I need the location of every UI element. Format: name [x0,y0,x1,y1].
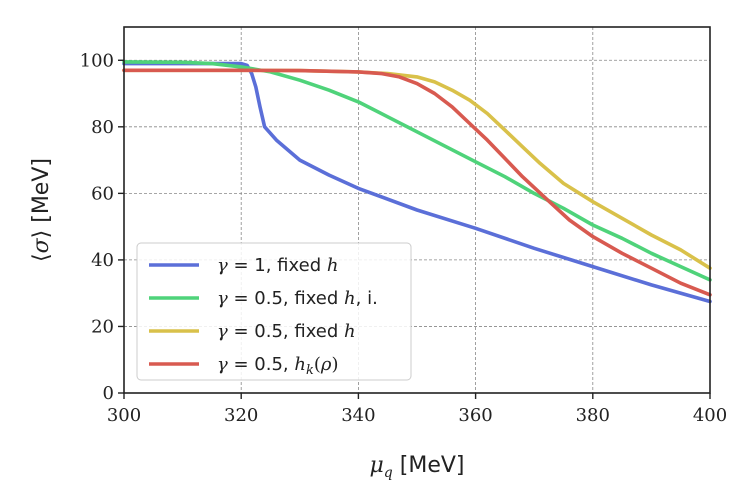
legend-label-part: γ [217,354,228,375]
legend-item-3: γ = 0.5, fixed h [149,321,356,342]
legend-label-part: h [327,255,339,276]
series-line-4 [122,68,712,297]
legend-item-4: γ = 0.5, hk(ρ) [149,354,339,378]
legend-label-part: = 0.5, [228,354,295,375]
legend-box [136,242,412,381]
legend-label-part: ρ [320,354,332,375]
y-axis-title-unit: [MeV] [29,158,54,230]
legend-label-part: h [294,354,306,375]
legend-label-part: ) [331,354,338,375]
y-tick-label-80: 80 [91,117,114,138]
y-tick-label-100: 100 [80,50,114,71]
legend-label-part: γ [217,288,228,309]
plot-frame [123,26,711,394]
legend-label: γ = 0.5, hk(ρ) [217,354,339,378]
legend-label-part: ( [314,354,321,375]
legend-label: γ = 0.5, fixed h [217,321,356,342]
x-tick-label-320: 320 [224,405,258,426]
x-axis-title: μq [MeV] [369,453,464,481]
y-axis-title-sigma: σ [29,237,54,253]
y-axis-title: ⟨σ⟩ [MeV] [29,158,54,262]
x-tick-label-380: 380 [576,405,610,426]
legend-items: γ = 1, fixed hγ = 0.5, fixed h, i.γ = 0.… [149,255,378,378]
legend-label-part: = 0.5, fixed [228,288,344,309]
series-line-1 [122,61,712,304]
legend-label-part: = 1, fixed [228,255,327,276]
y-tick-label-60: 60 [91,183,114,204]
legend-label-part: k [306,363,314,378]
y-tick-label-0: 0 [103,383,114,404]
y-axis-title-close: ⟩ [29,230,54,239]
series-layer [122,60,712,304]
legend-label-part: h [344,321,356,342]
x-axis-title-sub: q [384,465,393,481]
legend-label-part: γ [217,321,228,342]
legend-item-2: γ = 0.5, fixed h, i. [149,288,378,309]
y-tick-label-20: 20 [91,316,114,337]
legend-item-1: γ = 1, fixed h [149,255,338,276]
legend-label-part: = 0.5, fixed [228,321,344,342]
legend-label: γ = 1, fixed h [217,255,338,276]
x-axis-title-mu: μ [369,453,383,478]
y-tick-label-40: 40 [91,250,114,271]
series-line-2 [122,60,712,282]
x-tick-label-360: 360 [458,405,492,426]
x-tick-label-400: 400 [693,405,727,426]
legend-label-part: , i. [356,288,378,309]
y-axis-title-symbol: ⟨ [29,253,54,262]
x-tick-label-300: 300 [107,405,141,426]
legend-label: γ = 0.5, fixed h, i. [217,288,378,309]
x-axis-title-unit: [MeV] [393,453,465,478]
axis-ticks: 300 320 340 360 380 400 0 20 40 60 80 100 [80,50,728,426]
x-tick-label-340: 340 [341,405,375,426]
legend-label-part: γ [217,255,228,276]
legend: γ = 1, fixed hγ = 0.5, fixed h, i.γ = 0.… [136,242,412,381]
legend-label-part: h [344,288,356,309]
